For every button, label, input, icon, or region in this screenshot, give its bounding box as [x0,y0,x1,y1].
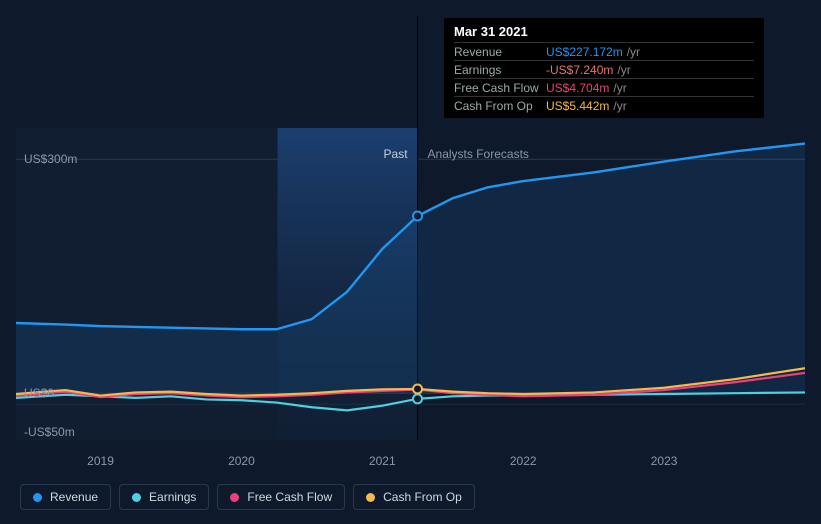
tooltip-row: Earnings-US$7.240m/yr [454,60,754,78]
tooltip-row: Cash From OpUS$5.442m/yr [454,96,754,114]
legend-item-fcf[interactable]: Free Cash Flow [217,484,345,510]
x-axis-tick: 2023 [651,454,678,468]
legend-swatch [33,493,42,502]
legend-label: Earnings [149,490,196,504]
tooltip-row: RevenueUS$227.172m/yr [454,42,754,60]
legend-item-earnings[interactable]: Earnings [119,484,209,510]
tooltip-row-value: US$5.442m [546,99,609,113]
tooltip-row-unit: /yr [613,81,626,95]
legend-swatch [132,493,141,502]
tooltip-date: Mar 31 2021 [454,24,754,39]
tooltip-row-label: Revenue [454,45,546,59]
x-axis-tick: 2022 [510,454,537,468]
tooltip-row: Free Cash FlowUS$4.704m/yr [454,78,754,96]
tooltip-row-unit: /yr [627,45,640,59]
tooltip-row-value: US$4.704m [546,81,609,95]
legend-label: Revenue [50,490,98,504]
x-axis-tick: 2020 [228,454,255,468]
section-label-forecast: Analysts Forecasts [428,147,529,161]
y-axis-tick: US$300m [24,152,77,166]
tooltip-row-label: Earnings [454,63,546,77]
chart-legend: Revenue Earnings Free Cash Flow Cash From O… [20,484,475,510]
tooltip-row-unit: /yr [617,63,630,77]
x-axis-tick: 2021 [369,454,396,468]
legend-item-revenue[interactable]: Revenue [20,484,111,510]
tooltip-row-label: Free Cash Flow [454,81,546,95]
chart-tooltip: Mar 31 2021 RevenueUS$227.172m/yrEarning… [444,18,764,118]
legend-label: Free Cash Flow [247,490,332,504]
legend-swatch [230,493,239,502]
legend-label: Cash From Op [383,490,462,504]
legend-swatch [366,493,375,502]
tooltip-row-unit: /yr [613,99,626,113]
y-axis-tick: -US$50m [24,425,75,439]
tooltip-row-label: Cash From Op [454,99,546,113]
section-label-past: Past [384,147,408,161]
x-axis-tick: 2019 [87,454,114,468]
tooltip-row-value: -US$7.240m [546,63,613,77]
y-axis-tick: US$0 [24,386,54,400]
tooltip-row-value: US$227.172m [546,45,623,59]
legend-item-cfo[interactable]: Cash From Op [353,484,475,510]
